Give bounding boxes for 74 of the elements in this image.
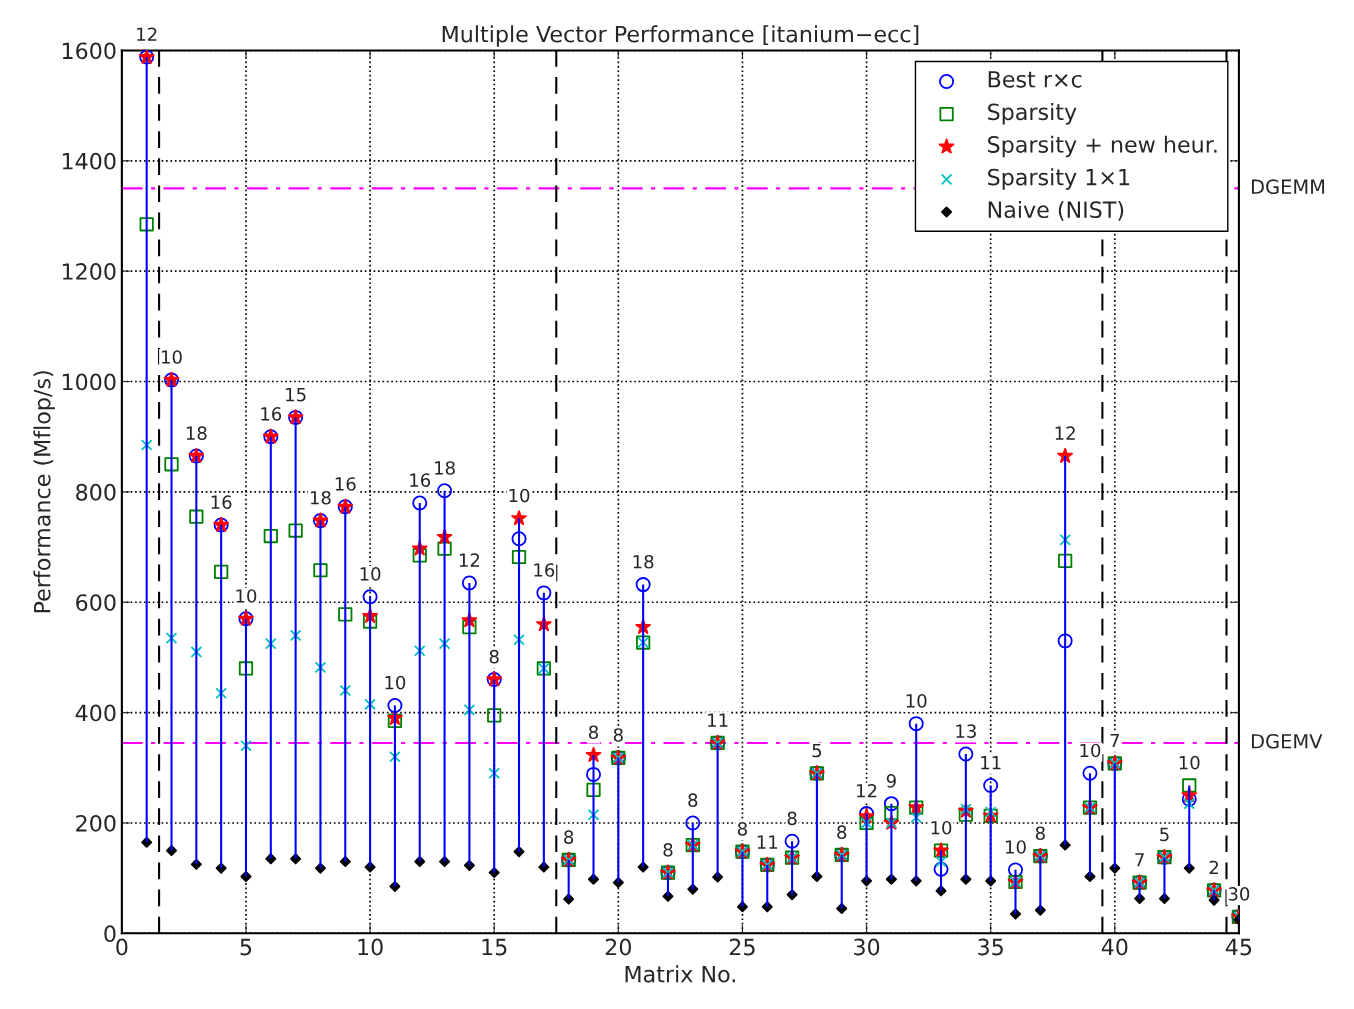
y-tick-label: 400 [75,704,116,722]
ref-line-label: DGEMM [1251,179,1325,195]
annotation: 7 [1135,853,1144,867]
annotation: 10 [1179,755,1200,770]
annotation: 8 [564,830,574,844]
annotation: 18 [435,461,455,475]
x-tick-label: 45 [1225,938,1252,956]
x-tick-label: 10 [358,938,383,956]
annotation: 8 [737,822,747,836]
annotation: 10 [931,820,952,835]
x-tick-label: 15 [482,938,507,956]
x-tick-label: 0 [116,938,128,956]
annotation: 13 [956,724,976,738]
annotation: 11 [708,713,728,727]
annotation: 10 [906,693,927,708]
annotation: 10 [236,589,257,603]
annotation: 16 [335,477,356,491]
annotation: 2 [1209,860,1219,875]
x-tick-label: 25 [729,938,755,956]
x-tick-label: 20 [605,938,631,956]
annotation: 10 [1080,743,1101,758]
annotation: 16 [534,563,555,577]
annotation: 16 [261,407,282,421]
annotation: 18 [633,554,654,569]
annotation: 8 [489,649,499,664]
annotation: 11 [757,835,778,849]
y-tick-label: 800 [76,483,116,501]
annotation: 8 [613,728,623,742]
chart-title: Multiple Vector Performance [itanium−ecc] [442,25,919,47]
annotation: 8 [688,793,698,807]
annotation: 9 [886,774,896,788]
y-tick-label: 1600 [62,42,116,60]
legend-label: Sparsity + new heur. [988,135,1217,158]
annotation: 10 [162,350,182,364]
legend-label: Sparsity 1×1 [988,168,1130,190]
x-tick-label: 35 [978,938,1003,956]
annotation: 10 [1006,840,1026,854]
y-tick-label: 600 [76,594,116,612]
x-tick-label: 5 [240,938,252,956]
legend-label: Best r×c [988,71,1082,88]
annotation: 5 [812,743,822,758]
annotation: 18 [186,426,207,441]
x-tick-label: 40 [1101,938,1128,956]
annotation: 8 [1035,826,1045,841]
annotation: 11 [981,756,1001,770]
y-tick-label: 1200 [62,263,116,280]
y-axis-title: Performance (Mflop/s) [33,371,55,613]
annotation: 10 [385,675,406,690]
annotation: 8 [588,725,599,740]
annotation: 10 [360,567,381,581]
annotation: 16 [410,473,431,487]
annotation: 12 [1055,426,1075,440]
annotation: 8 [837,825,847,839]
annotation: 8 [787,811,797,826]
annotation: 12 [459,553,480,567]
annotation: 16 [211,495,232,509]
annotation: 5 [1160,827,1169,842]
annotation: 8 [663,842,673,857]
y-tick-label: 200 [76,814,116,832]
annotation: 12 [857,783,877,798]
annotation: 18 [310,490,331,505]
annotation: 15 [286,387,306,402]
annotation: 7 [1110,733,1119,748]
ref-line-label: DGEMV [1251,733,1323,749]
y-tick-label: 1400 [62,152,116,170]
y-tick-label: 1000 [62,373,116,391]
legend-label: Naive (NIST) [988,200,1124,221]
annotation: 30 [1228,887,1250,901]
annotation: 12 [137,27,157,41]
x-axis-title: Matrix No. [625,965,735,983]
x-tick-label: 30 [854,938,880,956]
annotation: 10 [509,488,530,503]
y-tick-label: 0 [104,925,116,943]
legend-label: Sparsity [988,103,1077,125]
